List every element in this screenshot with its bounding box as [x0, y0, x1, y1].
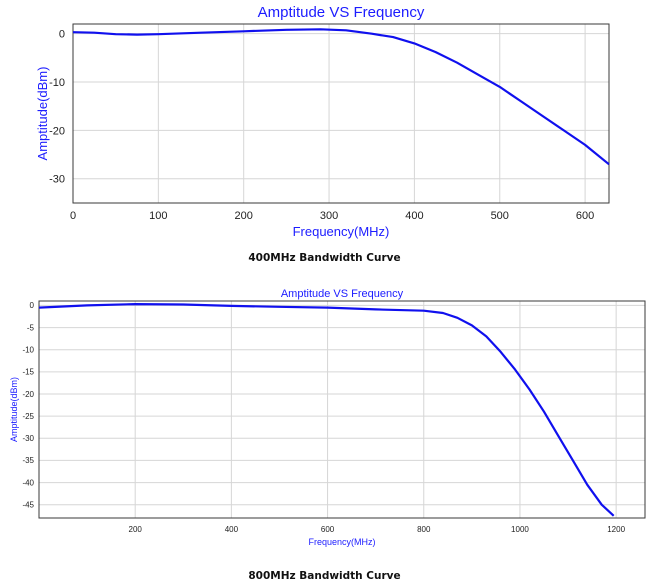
y-tick-label: -20 [49, 125, 65, 137]
plot-area [38, 300, 646, 519]
x-tick-label: 500 [491, 210, 509, 222]
x-tick-label: 800 [417, 525, 431, 534]
series-line [38, 303, 615, 517]
y-tick-label: -45 [22, 501, 34, 510]
y-tick-label: 0 [59, 29, 65, 41]
x-tick-label: 1000 [511, 525, 529, 534]
y-axis-label: Amptitude(dBm) [9, 377, 19, 442]
x-tick-label: 600 [576, 210, 594, 222]
x-tick-label: 0 [70, 210, 76, 222]
x-tick-label: 300 [320, 210, 338, 222]
y-axis-label: Amptitude(dBm) [35, 67, 50, 161]
plot-frame [72, 23, 610, 204]
x-tick-label: 200 [129, 525, 143, 534]
caption-400mhz: 400MHz Bandwidth Curve [248, 252, 401, 264]
x-tick-label: 600 [321, 525, 335, 534]
y-tick-label: -30 [22, 434, 34, 443]
y-tick-label: -15 [22, 368, 34, 377]
y-tick-label: -10 [49, 77, 65, 89]
y-tick-label: -25 [22, 412, 34, 421]
y-tick-label: -35 [22, 456, 34, 465]
plot-area [72, 23, 610, 204]
x-tick-label: 200 [235, 210, 253, 222]
y-tick-label: -30 [49, 174, 65, 186]
x-tick-label: 1200 [607, 525, 625, 534]
plot-frame [38, 300, 646, 519]
chart-400mhz: 0 100 200 300 400 500 600 0 -10 -20 -30 Amptitude V… [35, 4, 610, 239]
y-tick-label: 0 [30, 301, 35, 310]
caption-800mhz: 800MHz Bandwidth Curve [248, 570, 401, 582]
x-axis-label: Frequency(MHz) [293, 224, 390, 239]
x-tick-label: 400 [405, 210, 423, 222]
chart-title: Amptitude VS Frequency [258, 4, 425, 21]
y-tick-label: -40 [22, 478, 34, 487]
x-tick-label: 400 [225, 525, 239, 534]
chart-title: Amptitude VS Frequency [281, 288, 404, 300]
series-line [72, 28, 610, 166]
y-tick-label: -20 [22, 390, 34, 399]
x-axis-label: Frequency(MHz) [308, 537, 375, 547]
y-tick-label: -5 [27, 323, 35, 332]
y-tick-label: -10 [22, 346, 34, 355]
x-tick-label: 100 [149, 210, 167, 222]
